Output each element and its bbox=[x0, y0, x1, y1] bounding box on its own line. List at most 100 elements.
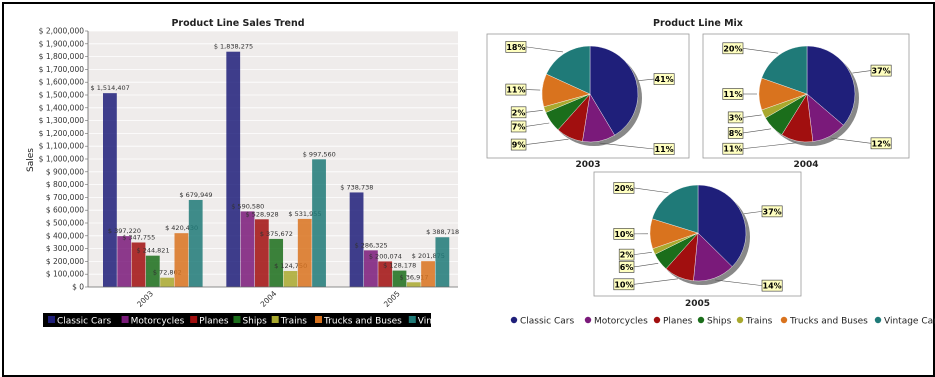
y-tick-label: $ 1,000,000 bbox=[39, 155, 85, 164]
bar-value-label: $ 201,875 bbox=[412, 252, 445, 260]
pie-label-box bbox=[505, 41, 527, 53]
bar-legend-label: Planes bbox=[199, 317, 229, 327]
pie-legend-swatch bbox=[736, 316, 744, 324]
pie-label-box bbox=[870, 137, 892, 150]
bar-value-label: $ 347,755 bbox=[122, 233, 155, 241]
pie-leader-line bbox=[742, 128, 772, 134]
pie-year-label: 2004 bbox=[793, 160, 818, 170]
pie-leader-line bbox=[852, 70, 872, 74]
pie-legend-label: Ships bbox=[707, 317, 732, 327]
bar-chart-title: Product Line Sales Trend bbox=[171, 18, 304, 29]
bar-legend-label: Classic Cars bbox=[57, 317, 111, 327]
pie-legend-label: Vintage Cars bbox=[884, 317, 935, 327]
pie-leader-line bbox=[633, 187, 669, 194]
pie-label-box bbox=[510, 138, 527, 151]
y-tick-label: $ 1,300,000 bbox=[39, 116, 85, 125]
y-tick-label: $ 1,900,000 bbox=[39, 39, 85, 48]
pie-percent-label: 2% bbox=[620, 251, 634, 260]
pie-label-box bbox=[653, 73, 675, 85]
bar-value-label: $ 200,074 bbox=[369, 252, 402, 260]
bar bbox=[240, 211, 255, 287]
pie-percent-label: 12% bbox=[872, 139, 891, 148]
pie-legend-label: Classic Cars bbox=[520, 317, 574, 327]
bar bbox=[145, 255, 160, 287]
pie-label-box bbox=[510, 106, 527, 119]
bar-chart: Product Line Sales Trend Sales $ 0 $ 100,… bbox=[26, 18, 459, 309]
y-tick-label: $ 700,000 bbox=[46, 193, 84, 202]
pie-legend-label: Trains bbox=[745, 317, 773, 327]
y-tick-label: $ 1,100,000 bbox=[39, 142, 85, 151]
bar-value-label: $ 375,672 bbox=[260, 230, 293, 238]
pie-leader-line bbox=[742, 142, 797, 150]
bar-value-label: $ 738,738 bbox=[340, 183, 373, 191]
pie-label-box bbox=[722, 42, 744, 55]
pie-legend-swatch bbox=[780, 316, 788, 324]
y-tick-label: $ 900,000 bbox=[46, 167, 84, 176]
bar bbox=[392, 270, 407, 287]
bar-legend-swatch bbox=[121, 316, 129, 323]
bar-value-label: $ 244,821 bbox=[137, 247, 170, 255]
pie-leader-line bbox=[525, 138, 569, 145]
pie-label-box bbox=[727, 111, 744, 124]
bar-value-label: $ 531,955 bbox=[288, 210, 321, 218]
y-tick-label: $ 800,000 bbox=[46, 180, 84, 189]
bar bbox=[226, 51, 241, 287]
pie-label-box bbox=[761, 205, 783, 218]
y-tick-label: $ 400,000 bbox=[46, 231, 84, 240]
bar-value-label: $ 1,838,275 bbox=[214, 43, 253, 51]
bar-value-label: $ 72,802 bbox=[153, 269, 182, 277]
pie-percent-label: 20% bbox=[614, 184, 633, 193]
pie-legend-swatch bbox=[697, 316, 705, 324]
bar bbox=[363, 250, 378, 287]
bar-legend-label: Trucks and Buses bbox=[323, 317, 402, 327]
pie-percent-label: 11% bbox=[506, 86, 525, 95]
pie-leader-line bbox=[525, 46, 564, 53]
pie-leader-line bbox=[599, 142, 655, 150]
pie-percent-label: 11% bbox=[723, 90, 742, 99]
bar-legend-label: Trains bbox=[280, 317, 308, 327]
bar-legend-swatch bbox=[190, 316, 198, 323]
pie-slice bbox=[697, 184, 747, 267]
pie-percent-label: 10% bbox=[614, 230, 633, 239]
bar bbox=[254, 219, 269, 287]
bar-value-label: $ 36,917 bbox=[400, 273, 429, 281]
pie-slice bbox=[589, 45, 639, 136]
y-tick-label: $ 1,800,000 bbox=[39, 52, 85, 61]
pie-percent-label: 11% bbox=[655, 145, 674, 154]
pie-label-box bbox=[727, 127, 744, 139]
pie-leader-line bbox=[742, 47, 779, 54]
pie-charts: Product Line Mix 41% 11% 9% 7% 2% 11% 18% 2003 3… bbox=[486, 18, 910, 309]
bar-legend-swatch bbox=[408, 316, 416, 323]
bar-value-label: $ 128,178 bbox=[383, 262, 416, 270]
bar bbox=[283, 271, 298, 287]
bar-value-label: $ 679,949 bbox=[179, 191, 212, 199]
bar bbox=[406, 282, 421, 287]
bar-value-label: $ 420,430 bbox=[165, 224, 198, 232]
bar-legend-label: Motorcycles bbox=[131, 317, 185, 327]
pie-slice bbox=[761, 45, 808, 95]
pie-leader-line bbox=[830, 137, 872, 144]
pie-percent-label: 8% bbox=[729, 129, 743, 138]
pie-percent-label: 7% bbox=[512, 122, 526, 131]
bar bbox=[174, 233, 189, 287]
pie-percent-label: 37% bbox=[763, 207, 782, 216]
pie-percent-label: 41% bbox=[655, 75, 674, 84]
bar bbox=[160, 277, 174, 287]
y-tick-label: $ 600,000 bbox=[46, 206, 84, 215]
pie-percent-label: 37% bbox=[872, 67, 891, 76]
pie-percent-label: 9% bbox=[512, 141, 526, 150]
pie-legend-swatch bbox=[653, 316, 661, 324]
bar bbox=[435, 237, 450, 287]
pie-label-box bbox=[618, 261, 635, 273]
pie-percent-label: 3% bbox=[729, 113, 743, 122]
pie-label-box bbox=[510, 120, 527, 133]
y-tick-label: $ 0 bbox=[72, 283, 84, 292]
pie-label-box bbox=[618, 248, 635, 261]
bar bbox=[297, 218, 312, 287]
pie-label-box bbox=[653, 143, 675, 155]
pie-legend-swatch bbox=[510, 316, 518, 324]
pie-legend-label: Trucks and Buses bbox=[789, 317, 868, 327]
bar-legend-label: Ships bbox=[242, 317, 267, 327]
bar-legend-swatch bbox=[48, 316, 55, 323]
